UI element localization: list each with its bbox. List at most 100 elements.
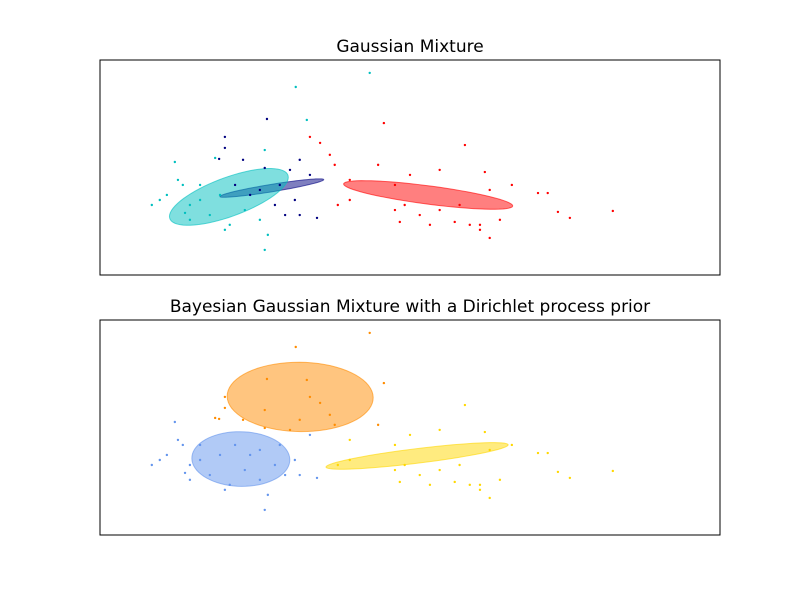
point [243, 208, 247, 212]
point [308, 433, 312, 437]
point [393, 208, 397, 212]
point [568, 476, 572, 480]
point [294, 85, 297, 89]
point [510, 183, 514, 187]
point [488, 236, 491, 240]
point [223, 488, 227, 492]
point [293, 198, 297, 202]
point [403, 463, 406, 467]
point [183, 211, 187, 215]
point [283, 473, 287, 477]
point [241, 158, 245, 162]
point [283, 213, 287, 217]
point [478, 483, 482, 487]
point [488, 496, 491, 500]
point [258, 188, 262, 192]
point [315, 476, 319, 480]
point [183, 471, 187, 475]
point [173, 160, 177, 164]
point [273, 203, 277, 207]
point [188, 478, 192, 482]
point [463, 403, 467, 407]
point [546, 191, 549, 195]
ellipse [168, 168, 289, 226]
point [483, 170, 487, 174]
point [208, 473, 212, 477]
point [428, 483, 432, 487]
point [368, 71, 371, 75]
point [458, 203, 461, 207]
point [393, 468, 397, 472]
point [315, 216, 319, 220]
point [176, 178, 180, 182]
point [263, 148, 266, 152]
point [483, 430, 487, 434]
point [398, 480, 402, 484]
point [265, 117, 269, 121]
point [258, 448, 262, 452]
point [265, 377, 269, 381]
point [176, 438, 180, 442]
point [488, 448, 491, 452]
point [556, 470, 560, 474]
point [438, 208, 441, 212]
point [463, 143, 467, 147]
point [298, 418, 301, 422]
point [198, 443, 202, 447]
point [278, 183, 281, 187]
point [393, 443, 397, 447]
point [611, 469, 615, 473]
point [233, 443, 237, 447]
point [233, 183, 237, 187]
point [418, 473, 421, 477]
point [382, 121, 386, 125]
point [298, 213, 301, 217]
point [293, 458, 297, 462]
point [263, 508, 266, 512]
point [188, 218, 192, 222]
point [258, 478, 262, 482]
point [308, 135, 312, 139]
point [298, 473, 301, 477]
point [288, 168, 292, 172]
point [328, 153, 332, 157]
point [217, 417, 221, 421]
point [428, 223, 432, 227]
point [498, 478, 502, 482]
point [223, 146, 227, 150]
point [266, 233, 270, 237]
point [198, 183, 202, 187]
point [438, 468, 441, 472]
point [241, 418, 245, 422]
point [263, 408, 266, 412]
point [188, 203, 192, 207]
point [243, 468, 247, 472]
point [468, 483, 471, 487]
point [305, 378, 309, 382]
point [165, 193, 169, 197]
point [498, 218, 502, 222]
point [305, 118, 309, 122]
point [218, 193, 222, 197]
point [438, 168, 441, 172]
point [336, 203, 340, 207]
point [158, 458, 161, 462]
point [223, 135, 227, 139]
point [213, 156, 217, 160]
point [348, 178, 351, 182]
axes-frame [99, 59, 721, 276]
point [546, 451, 549, 455]
point [181, 183, 185, 187]
point [418, 213, 421, 217]
point [468, 223, 471, 227]
point [318, 401, 322, 405]
point [150, 203, 154, 207]
point [348, 438, 351, 442]
point [173, 420, 177, 424]
point [258, 218, 262, 222]
chart-title: Bayesian Gaussian Mixture with a Dirichl… [170, 297, 650, 317]
point [336, 463, 340, 467]
point [263, 166, 266, 170]
point [263, 426, 266, 430]
point [228, 223, 231, 227]
